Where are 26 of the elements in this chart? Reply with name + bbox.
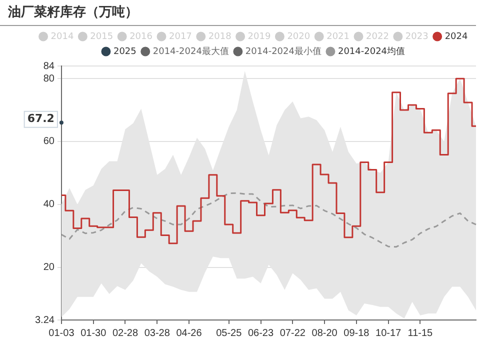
x-tick-label: 09-18	[344, 328, 370, 339]
legend-label: 2025	[113, 46, 136, 57]
x-tick-label: 01-03	[48, 328, 75, 339]
legend-label: 2014-2024最大值	[152, 46, 229, 57]
x-tick-label: 06-23	[248, 328, 274, 339]
chart-title: 油厂菜籽库存（万吨）	[0, 0, 476, 26]
x-tick-label: 11-15	[408, 328, 434, 339]
y-tick-label: 20	[43, 262, 55, 274]
y-tick-label: 60	[43, 136, 55, 148]
x-tick-label: 10-17	[376, 328, 402, 339]
x-tick-label: 08-20	[312, 328, 338, 339]
legend-label: 2014-2024均值	[338, 46, 406, 57]
y-tick-label: 40	[43, 199, 55, 210]
x-tick-label: 03-28	[144, 328, 170, 339]
line-series	[60, 192, 477, 248]
x-tick-label: 05-25	[216, 328, 242, 339]
x-tick-label: 04-26	[176, 328, 202, 339]
legend-label: 2024	[444, 32, 468, 42]
x-tick-label: 02-28	[112, 328, 138, 339]
x-tick-label: 01-30	[80, 328, 107, 339]
text: 67.2	[27, 112, 54, 126]
y-tick-label: 3.24	[34, 314, 55, 326]
x-tick-label: 07-22	[280, 328, 306, 339]
legend-label: 2014-2024最小值	[245, 46, 322, 57]
y-tick-label: 80	[43, 73, 55, 84]
y-tick-label: 84	[43, 60, 55, 72]
